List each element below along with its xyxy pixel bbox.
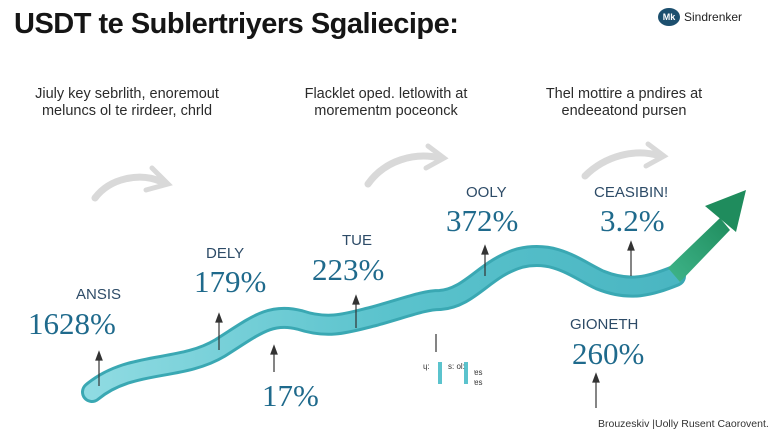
caption-3-line-2: endeeatond pursen [561, 103, 687, 119]
tick-icon [627, 240, 635, 276]
footer-credit: Brouzeskiv |Uolly Rusent Caorovent. [598, 418, 768, 430]
metric-7-value: 260% [572, 336, 645, 371]
curved-arrow-icon-2 [364, 143, 449, 188]
metric-3-value: 17% [262, 378, 319, 413]
mini-legend-d: ɐs [474, 378, 483, 387]
curved-arrow-icon-3 [581, 141, 669, 180]
metric-2-label: DELY [206, 245, 245, 262]
caption-2-line-2: morementm poceonck [314, 103, 458, 119]
caption-2: Flacklet oped. letlowith at morementm po… [286, 86, 486, 120]
tick-markers [95, 240, 635, 408]
metric-4-label: TUE [342, 232, 372, 249]
metric-5-label: OOLY [466, 184, 507, 201]
tick-icon [270, 344, 278, 372]
tick-icon [95, 350, 103, 386]
caption-3-line-1: Thel mottire a pndires at [545, 86, 703, 102]
brand-logo-icon: Mk [658, 8, 680, 26]
tick-icon [215, 312, 223, 350]
mini-legend-a: ɥ: [423, 362, 430, 371]
metric-4-value: 223% [312, 252, 385, 287]
metric-1-value: 1628% [28, 306, 116, 341]
tick-icon [481, 244, 489, 276]
tick-icon [592, 372, 600, 408]
mini-legend-b: s: ol: [448, 362, 465, 371]
brand-name: Sindrenker [684, 10, 743, 24]
metric-6-label: CEASIBIN! [594, 184, 669, 201]
brand: Mk Sindrenker [658, 8, 742, 26]
page-title: USDT te Sublertriyers Sgaliecipe: [14, 8, 459, 40]
caption-1: Jiuly key sebrlith, enoremout meluncs ol… [22, 86, 232, 120]
mini-legend-c: ɐs [474, 368, 483, 377]
metric-6-value: 3.2% [600, 203, 665, 238]
metric-5-value: 372% [446, 203, 519, 238]
caption-1-line-1: Jiuly key sebrlith, enoremout [35, 86, 219, 102]
caption-1-line-2: meluncs ol te rirdeer, chrld [41, 103, 213, 119]
tick-icon [352, 294, 360, 328]
mini-legend-bars [438, 362, 468, 384]
caption-3: Thel mottire a pndires at endeeatond pur… [524, 86, 724, 120]
metric-1-label: ANSIS [76, 286, 122, 303]
metric-2-value: 179% [194, 264, 267, 299]
caption-2-line-1: Flacklet oped. letlowith at [304, 86, 468, 102]
growth-arrow-icon [668, 190, 746, 282]
curved-arrow-icon-1 [91, 165, 173, 202]
metric-7-label: GIONETH [570, 316, 639, 333]
